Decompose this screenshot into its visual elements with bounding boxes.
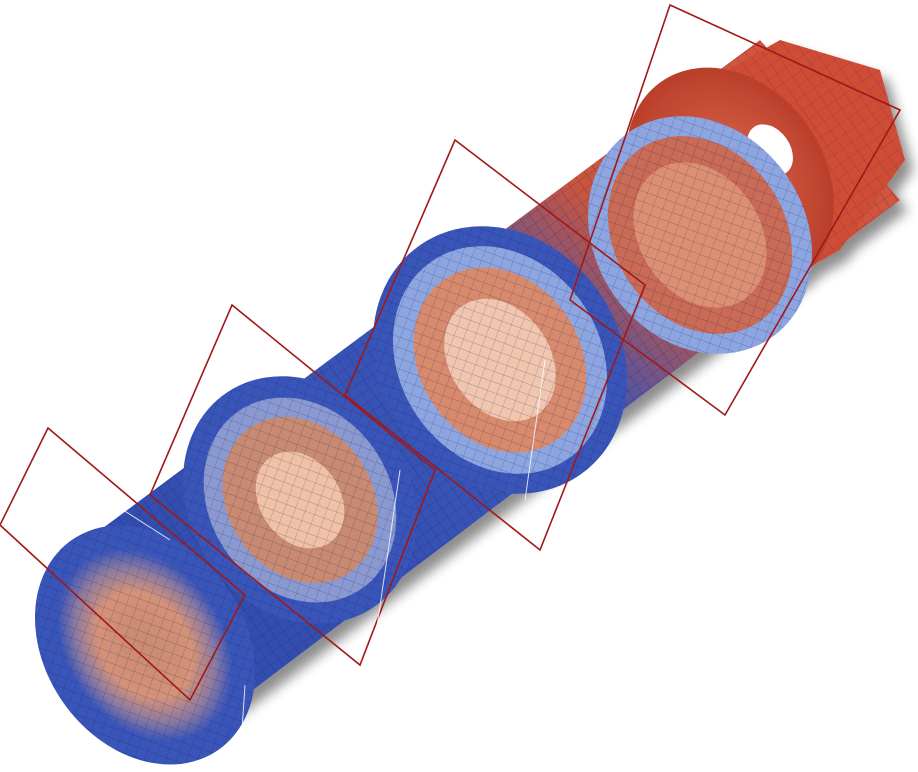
slice-disc-4 [588,116,812,354]
slice-planes [0,3,902,702]
slice-plane-4 [569,3,902,417]
slice-plane-2 [149,303,436,667]
slice-plane-3 [344,138,646,552]
slice-disc-2 [183,376,417,624]
slice-disc-1 [34,525,256,765]
slice-disc-3 [373,226,627,494]
slice-plane-1 [0,426,247,702]
mesh-seams [119,359,546,761]
